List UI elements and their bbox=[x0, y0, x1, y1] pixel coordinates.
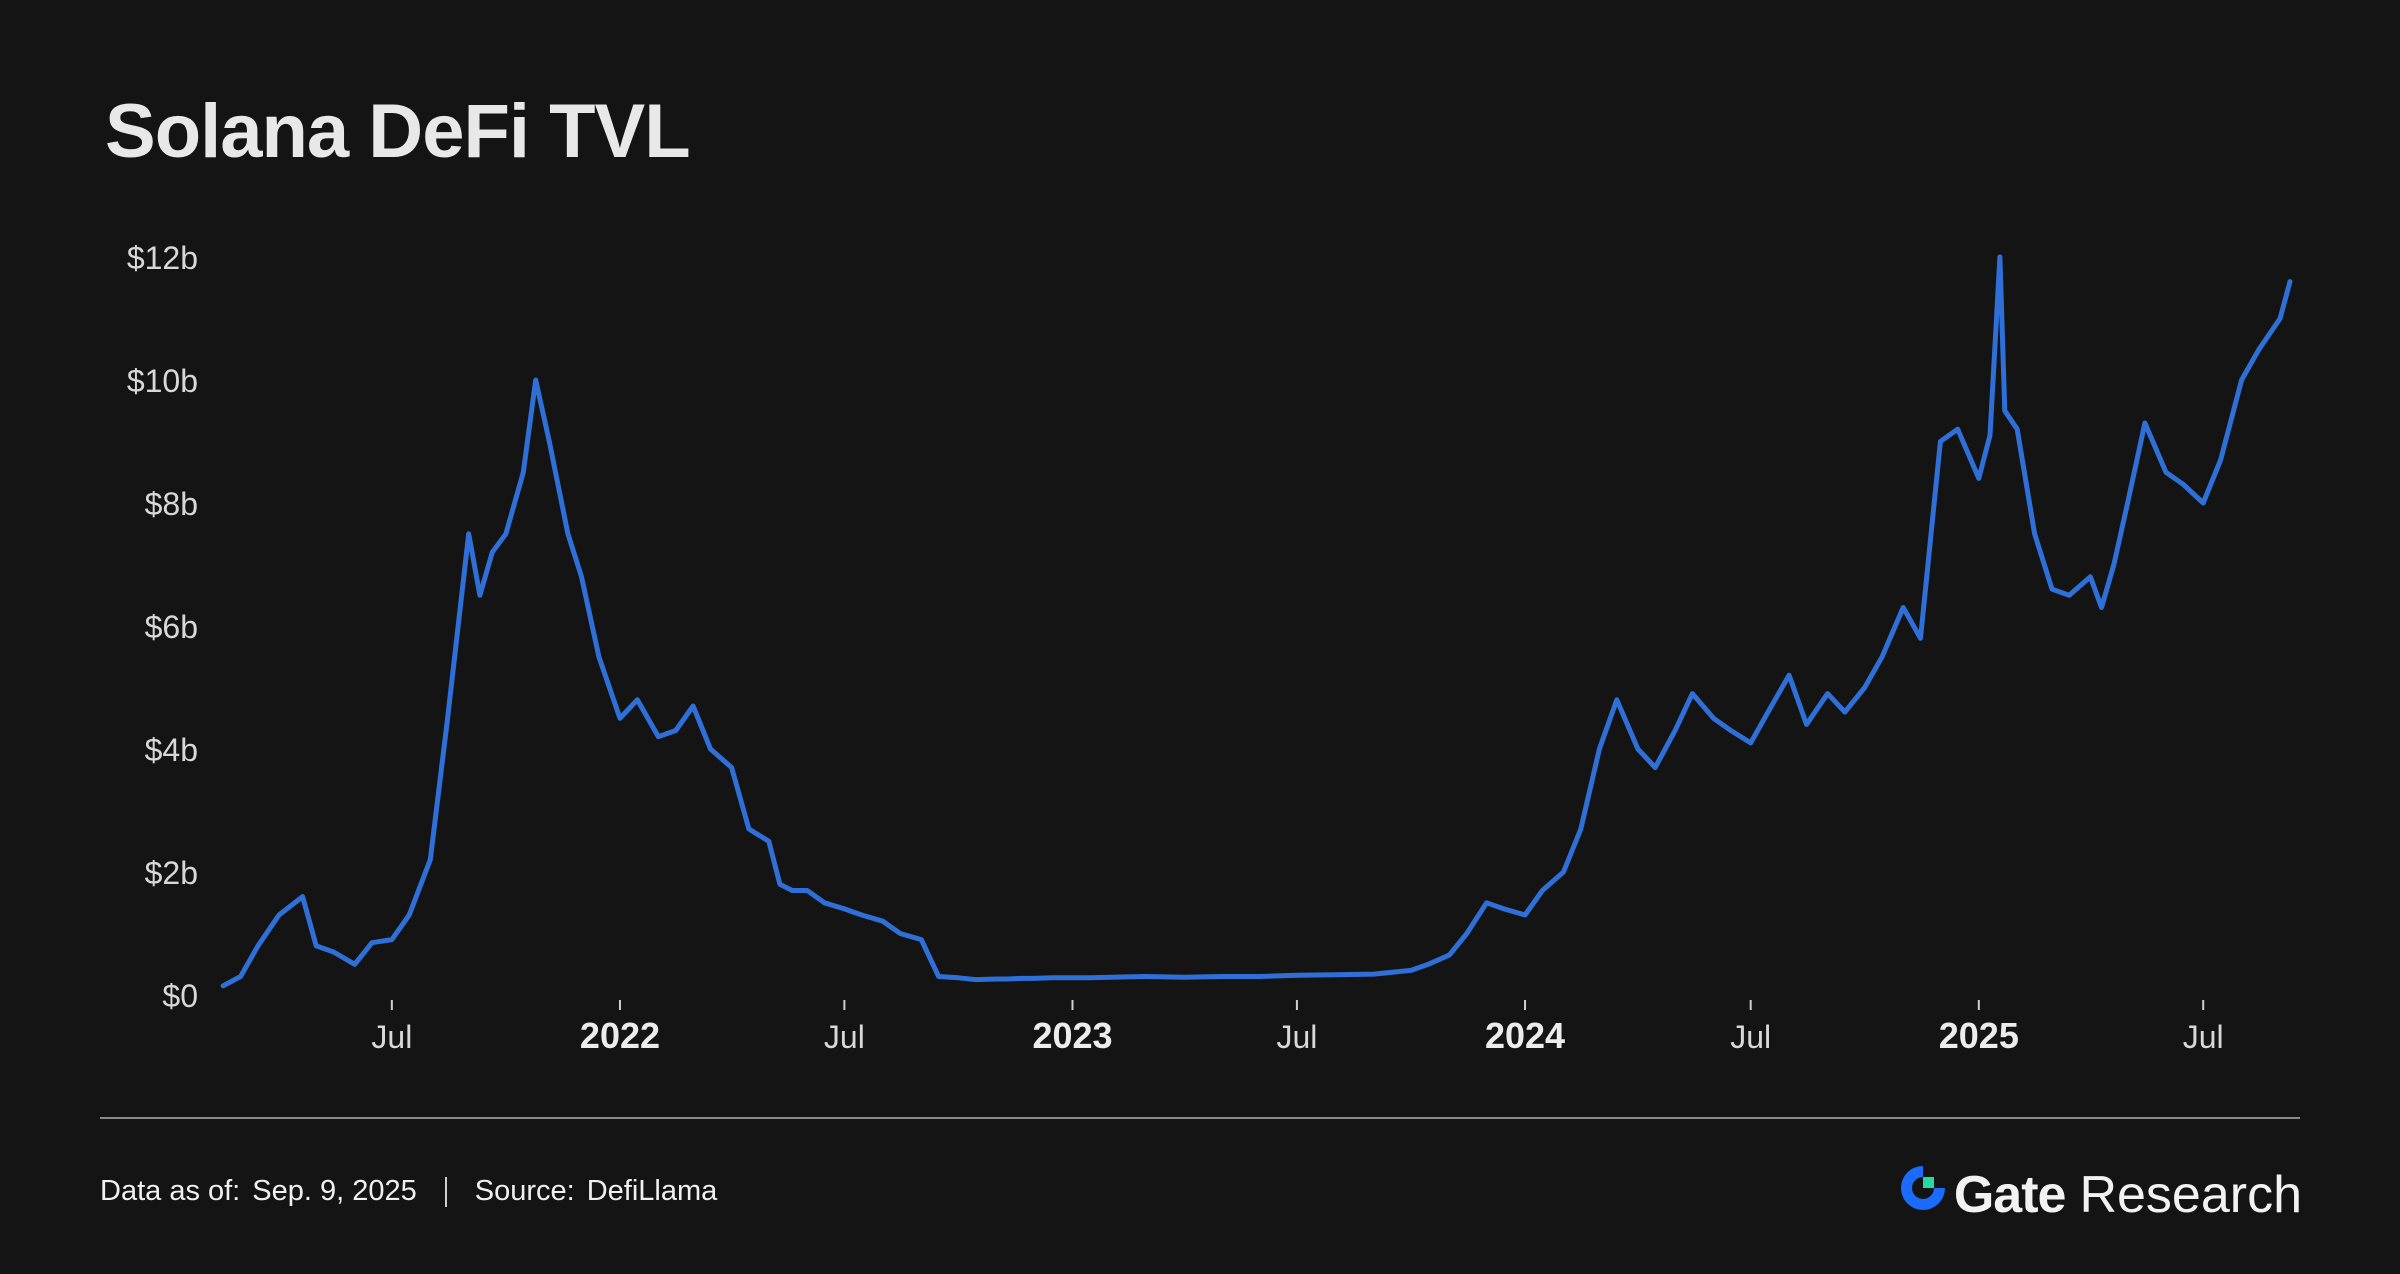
tvl-line bbox=[220, 254, 2293, 989]
brand-suffix: Research bbox=[2079, 1165, 2302, 1224]
y-tick-label: $4b bbox=[145, 732, 198, 768]
x-tick-label: Jul bbox=[2183, 1019, 2224, 1055]
x-tick-label: 2022 bbox=[580, 1015, 660, 1056]
footer-meta: Data as of: Sep. 9, 2025 Source: DefiLla… bbox=[100, 1175, 717, 1208]
y-tick-label: $10b bbox=[127, 363, 198, 399]
x-tick-label: 2025 bbox=[1939, 1015, 2019, 1056]
y-tick-label: $8b bbox=[145, 486, 198, 522]
gate-logo-icon bbox=[1898, 1163, 1948, 1226]
series-layer bbox=[220, 254, 2293, 989]
y-tick-label: $6b bbox=[145, 609, 198, 645]
footer-divider bbox=[100, 1117, 2300, 1119]
x-tick-label: Jul bbox=[824, 1019, 865, 1055]
brand-logo: Gate Research bbox=[1898, 1163, 2302, 1226]
y-tick-label: $0 bbox=[162, 978, 198, 1014]
source-label: Source: bbox=[474, 1175, 575, 1207]
x-axis: Jul 2022 Jul 2023 Jul 2024 Jul 2025 Jul bbox=[371, 1000, 2224, 1056]
x-tick-label: Jul bbox=[371, 1019, 412, 1055]
y-tick-label: $2b bbox=[145, 855, 198, 891]
footer-separator bbox=[444, 1176, 447, 1207]
source-value: DefiLlama bbox=[586, 1175, 718, 1207]
chart-title: Solana DeFi TVL bbox=[105, 89, 691, 174]
x-tick-label: Jul bbox=[1276, 1019, 1317, 1055]
y-tick-label: $12b bbox=[127, 240, 198, 276]
tvl-chart: $0$2b$4b$6b$8b$10b$12b Jul 2022 Jul 2023 Jul… bbox=[127, 240, 2293, 1056]
data-as-of-label: Data as of: bbox=[100, 1175, 241, 1207]
x-tick-label: 2023 bbox=[1032, 1015, 1112, 1056]
y-axis: $0 $2b $4b $6b $8b $10b $12b bbox=[127, 240, 198, 1014]
brand-name: Gate bbox=[1953, 1165, 2067, 1224]
x-tick-label: Jul bbox=[1730, 1019, 1771, 1055]
data-as-of-value: Sep. 9, 2025 bbox=[252, 1175, 417, 1207]
x-tick-label: 2024 bbox=[1485, 1015, 1565, 1056]
